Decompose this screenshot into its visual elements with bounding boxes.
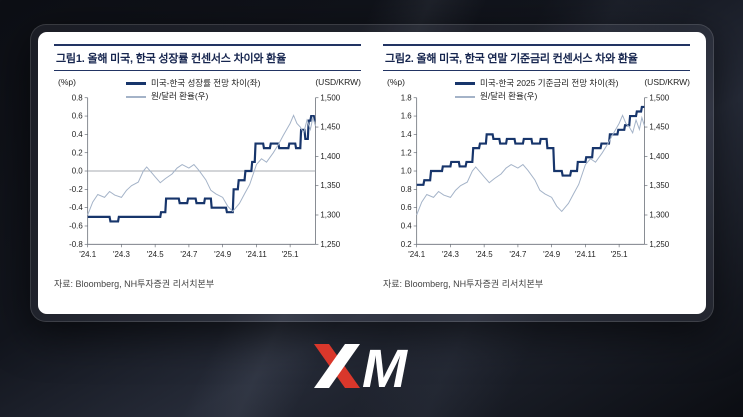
svg-text:0.2: 0.2 [401, 240, 412, 249]
svg-text:-0.6: -0.6 [69, 222, 83, 231]
legend-label: 미국-한국 2025 기준금리 전망 차이(좌) [480, 78, 619, 88]
svg-text:'24.7: '24.7 [180, 250, 197, 259]
figure-1-plot-area: (%p) (USD/KRW) 미국-한국 성장률 전망 차이(좌) 원/달러 환… [54, 75, 361, 271]
svg-text:'25.1: '25.1 [611, 250, 629, 259]
svg-text:1,450: 1,450 [649, 123, 669, 132]
series-line-swatch [455, 82, 475, 86]
svg-text:1,400: 1,400 [649, 152, 669, 161]
svg-text:'24.11: '24.11 [575, 250, 596, 259]
svg-text:'24.3: '24.3 [113, 250, 131, 259]
svg-text:0.4: 0.4 [72, 130, 84, 139]
figure-2-legend: 미국-한국 2025 기준금리 전망 차이(좌) 원/달러 환율(우) [455, 77, 619, 103]
xm-logo-letter-m: M [362, 344, 408, 388]
legend-item: 미국-한국 성장률 전망 차이(좌) [126, 77, 260, 90]
svg-text:0.4: 0.4 [401, 222, 413, 231]
svg-text:'24.5: '24.5 [476, 250, 494, 259]
svg-text:1.2: 1.2 [401, 148, 412, 157]
svg-text:1.8: 1.8 [401, 93, 413, 102]
legend-label: 원/달러 환율(우) [480, 91, 538, 102]
figure-1-source-note: 자료: Bloomberg, NH투자증권 리서치본부 [54, 279, 215, 289]
svg-text:'24.1: '24.1 [408, 250, 426, 259]
svg-text:1,300: 1,300 [320, 211, 340, 220]
figure-2-title: 그림2. 올해 미국, 한국 연말 기준금리 컨센서스 차와 환율 [383, 44, 690, 71]
svg-text:1,350: 1,350 [320, 181, 340, 190]
glass-frame: 그림1. 올해 미국, 한국 성장률 컨센서스 차이와 환율 (%p) (USD… [30, 24, 714, 322]
svg-text:'24.9: '24.9 [543, 250, 561, 259]
svg-text:'24.3: '24.3 [442, 250, 460, 259]
svg-text:0.6: 0.6 [72, 112, 84, 121]
svg-text:-0.8: -0.8 [69, 240, 83, 249]
figure-2-left-axis-unit: (%p) [387, 77, 405, 87]
legend-item: 미국-한국 2025 기준금리 전망 차이(좌) [455, 77, 619, 90]
figure-2-chart-plot: 1.8 1.6 1.4 1.2 1.0 0.8 0.6 0.4 0.2 1,500 1,450 1,4… [401, 93, 670, 259]
figure-1-title: 그림1. 올해 미국, 한국 성장률 컨센서스 차이와 환율 [54, 44, 361, 71]
svg-text:1.0: 1.0 [401, 167, 413, 176]
svg-text:1,250: 1,250 [320, 240, 340, 249]
svg-text:-0.4: -0.4 [69, 203, 83, 212]
svg-text:1,350: 1,350 [649, 181, 669, 190]
legend-label: 미국-한국 성장률 전망 차이(좌) [151, 78, 261, 88]
series-line-swatch [455, 96, 475, 98]
svg-text:'25.1: '25.1 [282, 250, 300, 259]
svg-text:1,300: 1,300 [649, 211, 669, 220]
svg-text:1.4: 1.4 [401, 130, 413, 139]
figure-1-left-axis-unit: (%p) [58, 77, 76, 87]
figure-1-chart-plot: 0.8 0.6 0.4 0.2 0.0 -0.2 -0.4 -0.6 -0.8 1,500 1,45… [69, 93, 341, 259]
xm-logo-white-stroke [314, 344, 360, 388]
figure-1-legend: 미국-한국 성장률 전망 차이(좌) 원/달러 환율(우) [126, 77, 260, 103]
svg-text:1,250: 1,250 [649, 240, 669, 249]
svg-text:'24.11: '24.11 [246, 250, 267, 259]
svg-text:'24.7: '24.7 [509, 250, 526, 259]
xm-logo: M [0, 344, 743, 388]
svg-text:0.8: 0.8 [401, 185, 413, 194]
figure-2-source-note: 자료: Bloomberg, NH투자증권 리서치본부 [383, 279, 544, 289]
figure-2: 그림2. 올해 미국, 한국 연말 기준금리 컨센서스 차와 환율 (%p) (… [383, 44, 690, 306]
svg-text:0.6: 0.6 [401, 203, 413, 212]
report-panel: 그림1. 올해 미국, 한국 성장률 컨센서스 차이와 환율 (%p) (USD… [38, 32, 706, 314]
svg-text:'24.5: '24.5 [147, 250, 165, 259]
legend-item: 원/달러 환율(우) [455, 90, 619, 103]
legend-item: 원/달러 환율(우) [126, 90, 260, 103]
figure-1-right-axis-unit: (USD/KRW) [315, 77, 361, 87]
svg-text:1,500: 1,500 [649, 93, 669, 102]
svg-text:1,400: 1,400 [320, 152, 340, 161]
figure-2-right-axis-unit: (USD/KRW) [644, 77, 690, 87]
svg-text:0.8: 0.8 [72, 93, 84, 102]
svg-text:0.0: 0.0 [72, 167, 84, 176]
series-line-swatch [126, 96, 146, 98]
svg-text:'24.1: '24.1 [79, 250, 97, 259]
legend-label: 원/달러 환율(우) [151, 91, 209, 102]
svg-text:0.2: 0.2 [72, 148, 83, 157]
svg-text:-0.2: -0.2 [69, 185, 83, 194]
svg-text:1,500: 1,500 [320, 93, 340, 102]
svg-text:1,450: 1,450 [320, 123, 340, 132]
figure-1: 그림1. 올해 미국, 한국 성장률 컨센서스 차이와 환율 (%p) (USD… [54, 44, 361, 306]
svg-text:1.6: 1.6 [401, 112, 413, 121]
xm-logo-mark: M [314, 344, 408, 388]
series-line-swatch [126, 82, 146, 86]
svg-text:'24.9: '24.9 [214, 250, 232, 259]
figure-2-plot-area: (%p) (USD/KRW) 미국-한국 2025 기준금리 전망 차이(좌) … [383, 75, 690, 271]
